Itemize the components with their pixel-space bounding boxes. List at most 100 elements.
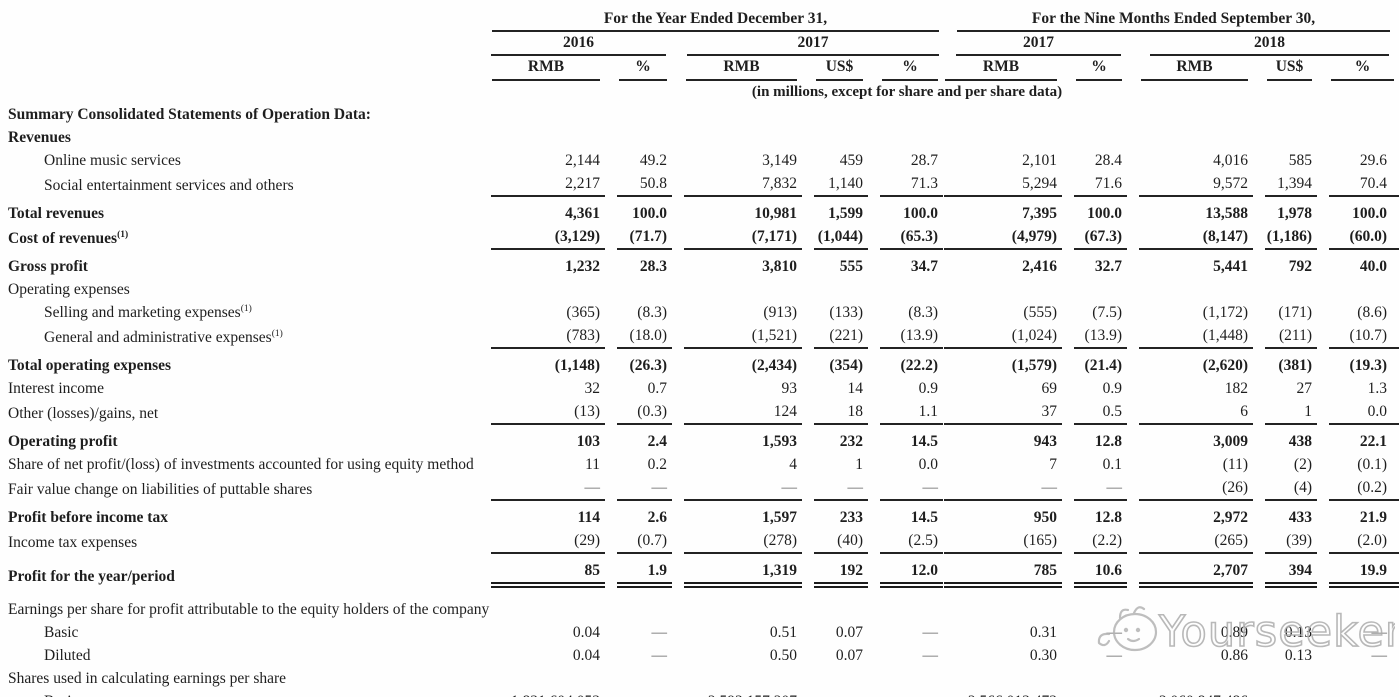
value-cell: — — [1371, 647, 1388, 664]
value-cell: (1,521) — [672, 324, 802, 349]
value-cell — [943, 278, 1062, 301]
value-cell: 7,395 — [1022, 205, 1057, 222]
column-header-usd: US$ — [1253, 56, 1317, 81]
value-cell: 0.7 — [647, 380, 667, 397]
table-body: Summary Consolidated Statements of Opera… — [0, 103, 1399, 697]
value-cell — [868, 278, 943, 301]
value-cell: 69 — [1041, 380, 1058, 397]
value-cell: (65.3) — [868, 225, 943, 250]
value-cell — [1127, 667, 1253, 690]
value-cell: 0.1 — [1102, 456, 1122, 473]
value-cell: (7,171) — [672, 225, 802, 250]
value-cell: 21.9 — [1359, 509, 1387, 526]
value-cell — [1062, 667, 1127, 690]
value-cell: 9,572 — [1127, 172, 1253, 197]
year-header-2017-9m: 2017 — [943, 32, 1127, 56]
value-cell: 19.9 — [1317, 554, 1399, 588]
value-cell: 14 — [847, 380, 864, 397]
table-row: Other (losses)/gains, net (13) (0.3) 124 18 1… — [0, 400, 1399, 425]
value-cell: (13.9) — [1062, 324, 1127, 349]
period-group-nine-months: For the Nine Months Ended September 30, — [943, 2, 1399, 32]
value-cell: 2.6 — [647, 509, 667, 526]
table-row: Basic 0.04 — 0.51 0.07 — 0.31 — 0.89 0.13 — — [0, 621, 1399, 644]
value-cell — [802, 667, 868, 690]
value-cell: 0.51 — [769, 624, 797, 641]
value-cell: 0.07 — [835, 624, 863, 641]
value-cell: (265) — [1127, 529, 1253, 554]
value-cell — [802, 588, 868, 621]
value-cell: — — [605, 476, 672, 501]
row-label: Selling and marketing expenses(1) — [44, 303, 252, 321]
value-cell — [1127, 103, 1253, 126]
row-label: Earnings per share for profit attributab… — [8, 601, 490, 618]
table-row: Profit for the year/period 85 1.9 1,319 192 1… — [0, 554, 1399, 588]
value-cell: — — [490, 476, 605, 501]
value-cell: — — [1106, 647, 1123, 664]
table-row: Cost of revenues(1) (3,129) (71.7) (7,171)(… — [0, 225, 1399, 250]
header-spacer — [0, 2, 490, 32]
value-cell: (8.6) — [1357, 304, 1387, 321]
row-label: Diluted — [44, 647, 91, 664]
value-cell: (60.0) — [1317, 225, 1399, 250]
value-cell: 7,832 — [672, 172, 802, 197]
table-row: Profit before income tax 114 2.6 1,597 233 14… — [0, 501, 1399, 529]
value-cell: (171) — [1278, 304, 1312, 321]
value-cell: 1,394 — [1253, 172, 1317, 197]
row-label: Operating expenses — [8, 281, 130, 298]
value-cell — [1253, 126, 1317, 149]
value-cell — [943, 126, 1062, 149]
value-cell: 1,831,604,053 — [490, 690, 605, 697]
value-cell: 233 — [839, 509, 863, 526]
value-cell: 2.4 — [647, 433, 667, 450]
value-cell — [605, 126, 672, 149]
table-row: Revenues — [0, 126, 1399, 149]
value-cell: (39) — [1253, 529, 1317, 554]
row-label: Operating profit — [8, 433, 118, 450]
value-cell — [1317, 278, 1399, 301]
value-cell: (2.0) — [1317, 529, 1399, 554]
value-cell — [1062, 588, 1127, 621]
header-spacer — [0, 56, 490, 81]
table-row: Summary Consolidated Statements of Opera… — [0, 103, 1399, 126]
value-cell: (18.0) — [605, 324, 672, 349]
value-cell: 459 — [839, 152, 863, 169]
year-row: 2016 2017 2017 2018 — [0, 32, 1399, 56]
value-cell: 0.13 — [1284, 624, 1312, 641]
row-label: Total operating expenses — [8, 357, 172, 374]
value-cell: (4) — [1253, 476, 1317, 501]
value-cell: 28.3 — [639, 258, 667, 275]
value-cell: 50.8 — [605, 172, 672, 197]
value-cell: (11) — [1222, 456, 1248, 473]
value-cell: — — [868, 690, 943, 697]
value-cell: 0.0 — [918, 456, 938, 473]
value-cell: 1,319 — [672, 554, 802, 588]
value-cell: (13) — [490, 400, 605, 425]
value-cell: (29) — [490, 529, 605, 554]
value-cell — [1317, 667, 1399, 690]
value-cell: — — [1253, 690, 1317, 697]
value-cell: — — [605, 690, 672, 697]
value-cell — [802, 126, 868, 149]
row-label: Interest income — [8, 380, 104, 397]
value-cell: 28.7 — [910, 152, 938, 169]
value-cell — [868, 667, 943, 690]
value-cell: (22.2) — [900, 357, 938, 374]
table-row: Earnings per share for profit attributab… — [0, 588, 1399, 621]
value-cell — [605, 278, 672, 301]
value-cell: 29.6 — [1359, 152, 1387, 169]
value-cell — [943, 103, 1062, 126]
footnote-marker: (1) — [271, 328, 283, 339]
value-cell: 49.2 — [639, 152, 667, 169]
column-header-pct: % — [605, 56, 672, 81]
value-cell: 18 — [802, 400, 868, 425]
value-cell: 1,593 — [762, 433, 797, 450]
value-cell: 192 — [802, 554, 868, 588]
row-label: Profit for the year/period — [8, 568, 175, 585]
value-cell: (278) — [672, 529, 802, 554]
period-group-label: For the Nine Months Ended September 30, — [957, 2, 1390, 32]
column-header-rmb: RMB — [943, 56, 1062, 81]
value-cell: (7.5) — [1092, 304, 1122, 321]
value-cell: 0.04 — [572, 647, 600, 664]
